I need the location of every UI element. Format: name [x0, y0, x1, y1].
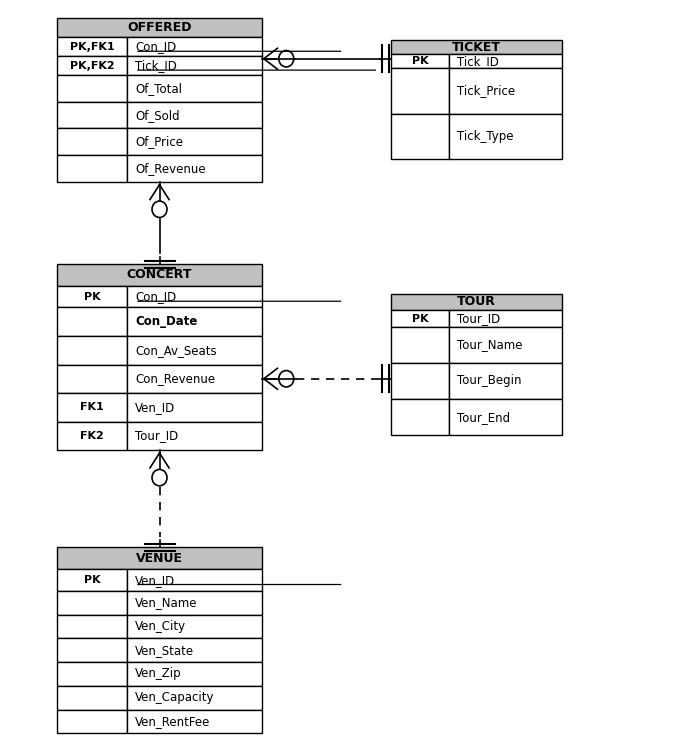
Bar — [391, 113, 449, 159]
Text: Of_Sold: Of_Sold — [135, 109, 179, 122]
Text: Ven_Name: Ven_Name — [135, 596, 197, 609]
Bar — [57, 710, 127, 733]
Bar — [449, 327, 561, 363]
Text: Ven_Zip: Ven_Zip — [135, 668, 181, 680]
Bar — [127, 101, 262, 128]
Bar — [57, 307, 127, 336]
Text: Con_Date: Con_Date — [135, 315, 197, 328]
Bar — [57, 128, 127, 155]
Text: TICKET: TICKET — [452, 41, 501, 54]
Bar — [127, 56, 262, 75]
Bar — [57, 421, 127, 450]
Text: Ven_RentFee: Ven_RentFee — [135, 715, 210, 728]
Bar — [391, 399, 449, 435]
Bar — [127, 393, 262, 421]
Bar — [391, 327, 449, 363]
Bar — [57, 591, 127, 614]
Bar — [127, 307, 262, 336]
Bar — [127, 38, 262, 56]
Bar — [57, 364, 127, 393]
Text: PK: PK — [84, 575, 100, 585]
Bar — [57, 38, 127, 56]
Bar — [57, 75, 127, 101]
Bar — [57, 614, 127, 638]
Bar — [391, 294, 561, 310]
Text: Tour_Name: Tour_Name — [458, 339, 523, 351]
Bar — [391, 363, 449, 399]
Bar — [127, 710, 262, 733]
Text: VENUE: VENUE — [136, 552, 183, 565]
Bar — [57, 56, 127, 75]
Bar — [127, 591, 262, 614]
Text: Of_Price: Of_Price — [135, 135, 183, 148]
Text: Ven_ID: Ven_ID — [135, 574, 175, 587]
Bar — [57, 638, 127, 662]
Text: Tick_Price: Tick_Price — [458, 84, 515, 98]
Text: PK: PK — [412, 314, 429, 324]
Bar — [449, 54, 561, 68]
Bar — [127, 662, 262, 686]
Text: Tour_ID: Tour_ID — [135, 430, 178, 442]
Bar — [57, 155, 127, 182]
Text: Tour_Begin: Tour_Begin — [458, 375, 522, 388]
Bar — [127, 638, 262, 662]
Bar — [57, 286, 127, 307]
Text: PK: PK — [412, 56, 429, 66]
Text: Ven_Capacity: Ven_Capacity — [135, 691, 214, 704]
Bar — [391, 40, 561, 54]
Bar — [391, 54, 449, 68]
Bar — [391, 310, 449, 327]
Bar — [127, 614, 262, 638]
Bar — [127, 155, 262, 182]
Bar — [449, 68, 561, 113]
Bar — [127, 286, 262, 307]
Text: PK,FK2: PK,FK2 — [70, 61, 114, 71]
Text: PK,FK1: PK,FK1 — [70, 42, 114, 52]
Bar — [57, 393, 127, 421]
Text: OFFERED: OFFERED — [127, 21, 192, 34]
Text: Tick_Type: Tick_Type — [458, 130, 514, 143]
Bar — [57, 264, 262, 286]
Text: Con_Av_Seats: Con_Av_Seats — [135, 344, 216, 357]
Text: Tick_ID: Tick_ID — [458, 55, 499, 68]
Text: TOUR: TOUR — [457, 295, 496, 309]
Bar — [449, 113, 561, 159]
Text: Tick_ID: Tick_ID — [135, 59, 177, 72]
Bar — [57, 686, 127, 710]
Text: Tour_End: Tour_End — [458, 411, 510, 424]
Text: Tour_ID: Tour_ID — [458, 312, 501, 325]
Bar — [127, 364, 262, 393]
Text: Con_ID: Con_ID — [135, 41, 177, 53]
Text: Of_Revenue: Of_Revenue — [135, 162, 205, 175]
Bar — [57, 18, 262, 38]
Bar — [127, 569, 262, 591]
Text: Of_Total: Of_Total — [135, 82, 182, 95]
Bar — [127, 421, 262, 450]
Bar — [127, 686, 262, 710]
Bar — [57, 547, 262, 569]
Bar — [127, 75, 262, 101]
Bar — [391, 68, 449, 113]
Text: Con_Revenue: Con_Revenue — [135, 372, 215, 385]
Bar — [127, 128, 262, 155]
Bar — [57, 101, 127, 128]
Bar — [57, 662, 127, 686]
Text: Ven_State: Ven_State — [135, 644, 194, 656]
Text: FK1: FK1 — [80, 403, 104, 412]
Text: Ven_City: Ven_City — [135, 620, 186, 633]
Bar — [57, 336, 127, 364]
Text: FK2: FK2 — [80, 431, 104, 441]
Bar — [127, 336, 262, 364]
Text: PK: PK — [84, 291, 100, 302]
Text: CONCERT: CONCERT — [127, 268, 192, 282]
Text: Con_ID: Con_ID — [135, 291, 177, 303]
Text: Ven_ID: Ven_ID — [135, 401, 175, 414]
Bar — [57, 569, 127, 591]
Bar — [449, 310, 561, 327]
Bar — [449, 363, 561, 399]
Bar — [449, 399, 561, 435]
